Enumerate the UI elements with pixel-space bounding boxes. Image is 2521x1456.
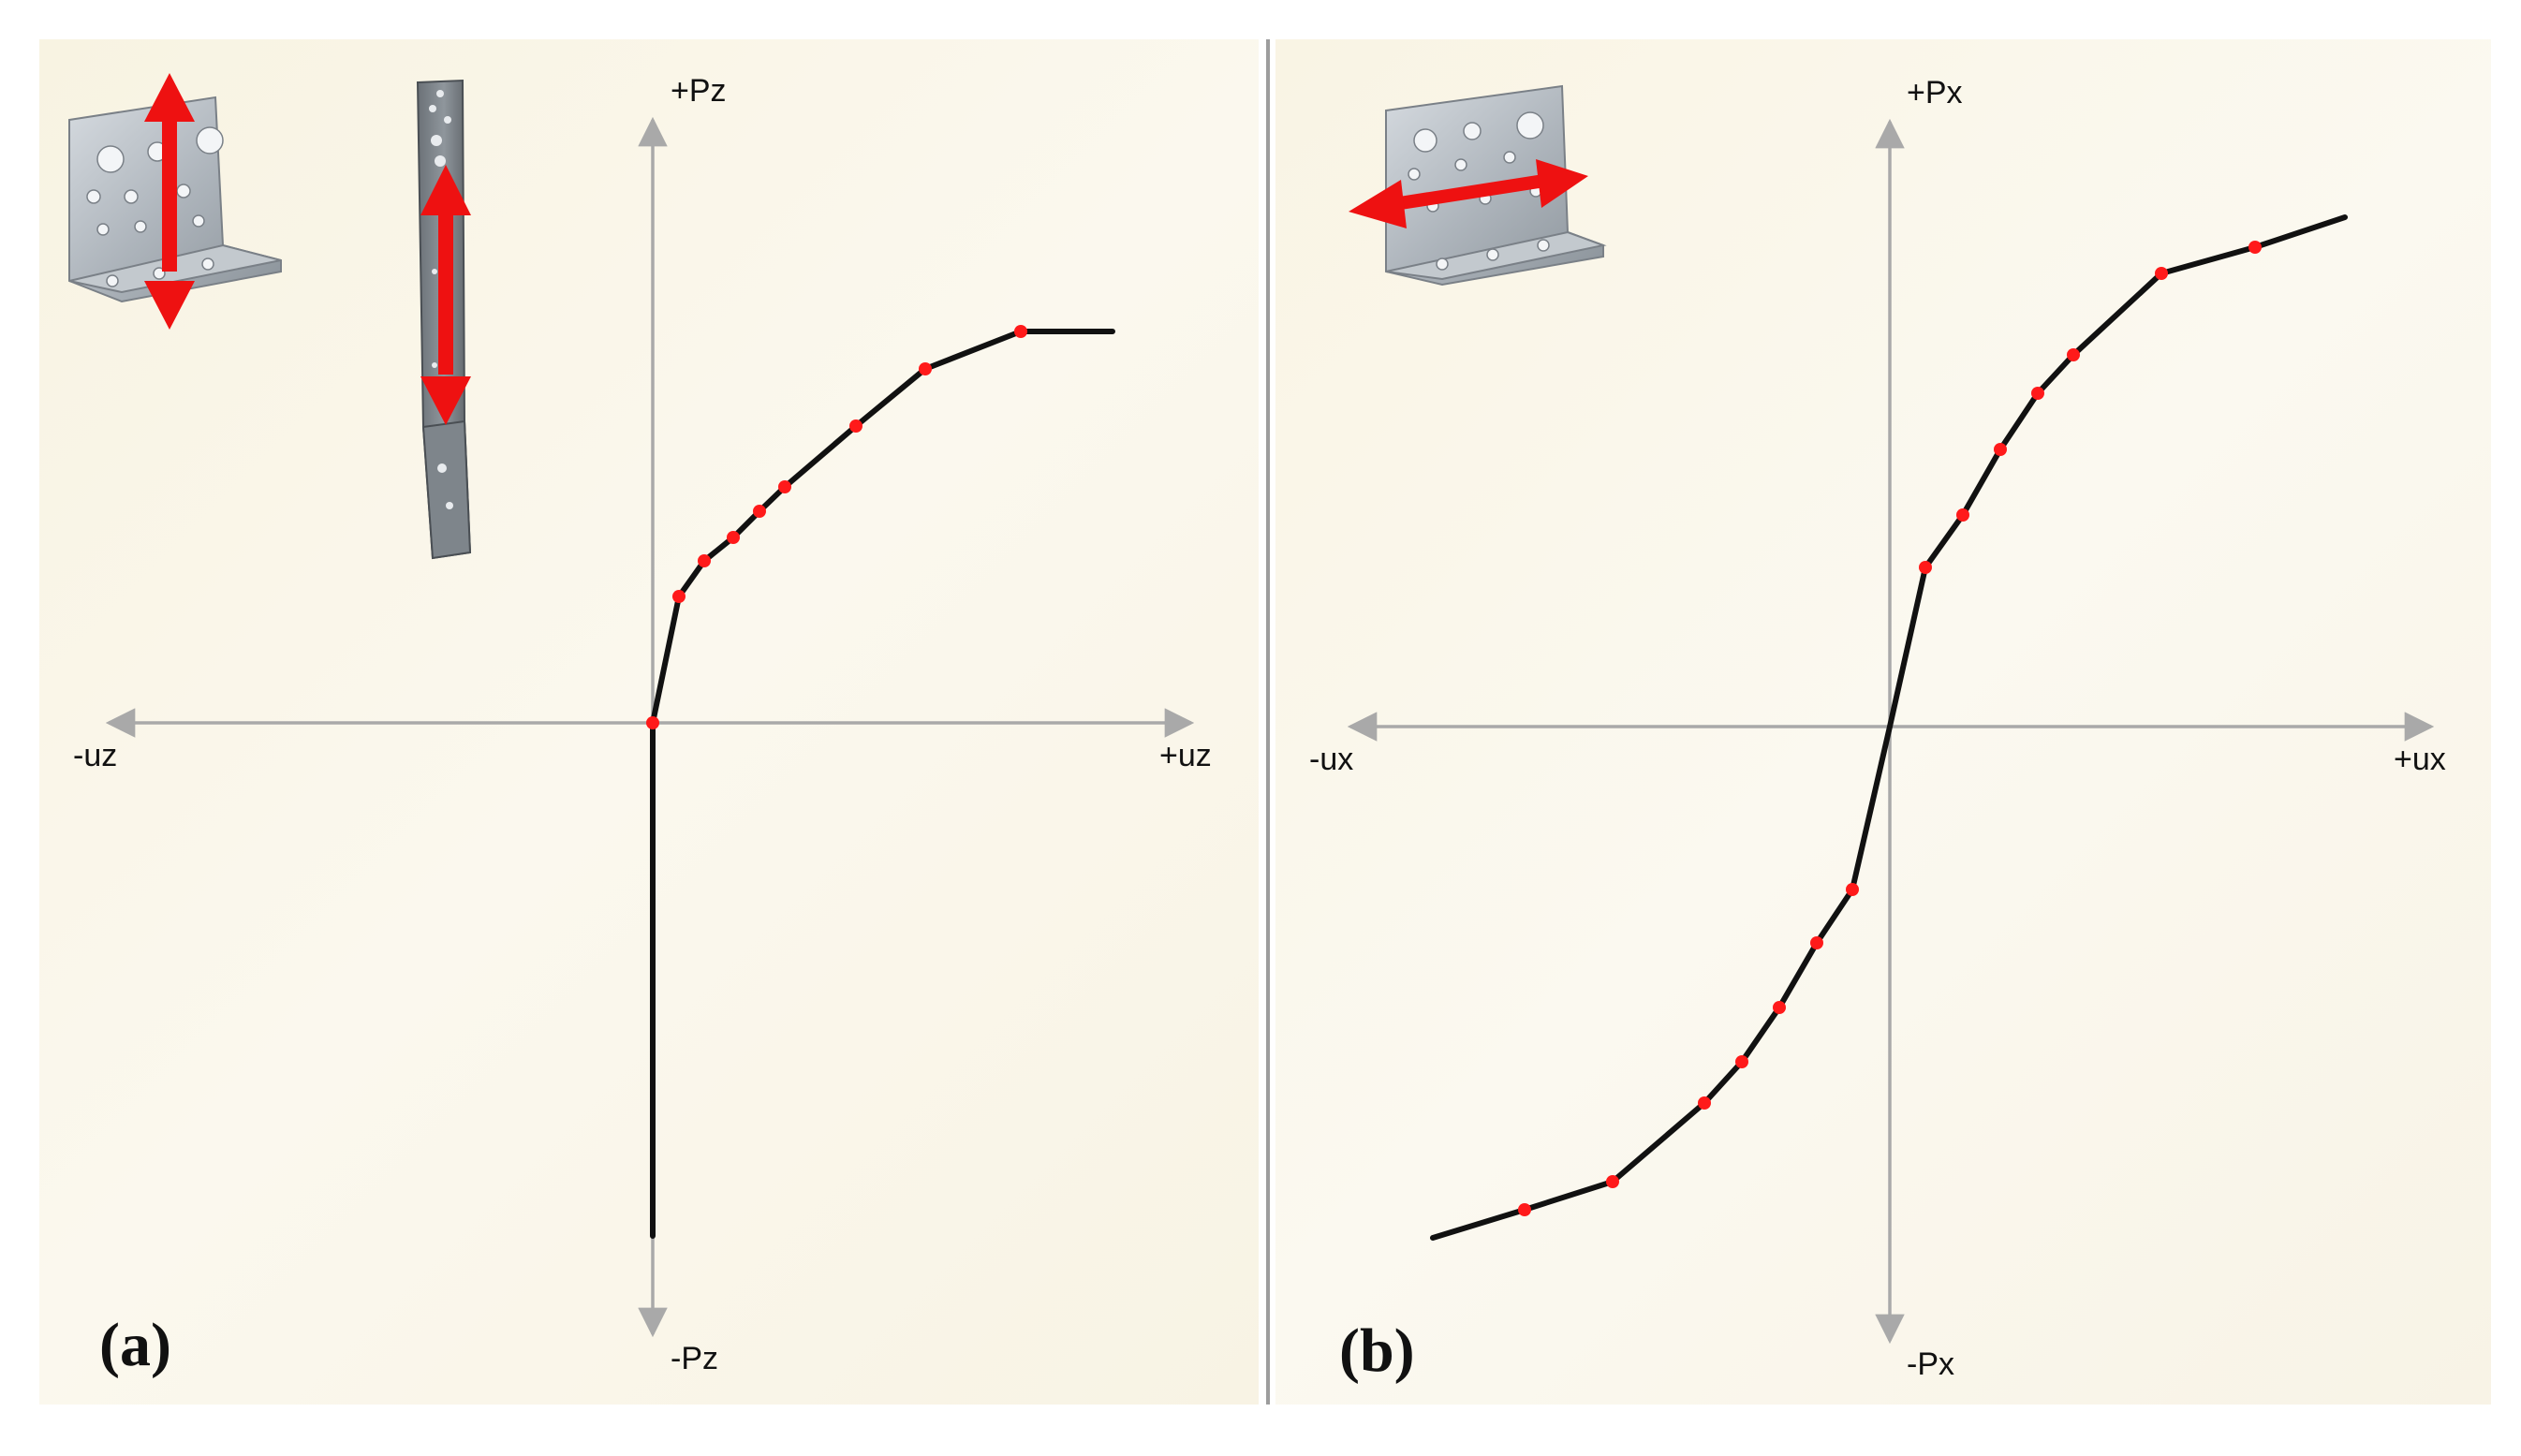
panel-b-marker: [1698, 1096, 1711, 1110]
panel-b-marker: [1773, 1001, 1786, 1014]
panel-b-graph: +Px -Px +ux -ux (b): [1309, 75, 2446, 1385]
panel-divider: [1266, 39, 1270, 1405]
panel-b-marker: [1956, 508, 1969, 522]
panel-a-marker: [727, 531, 740, 544]
panel-b-marker: [1735, 1055, 1748, 1068]
panel-a-marker: [672, 590, 686, 603]
panel-a-marker: [698, 554, 711, 567]
panel-a-marker: [778, 480, 791, 493]
panel-a-markers: [646, 325, 1027, 729]
panel-a-neg-x-label: -uz: [73, 738, 117, 773]
panel-b-marker: [1846, 883, 1859, 896]
vertical-arrow-icon: [144, 73, 195, 330]
panel-a-label: (a): [99, 1311, 171, 1379]
panel-b-label: (b): [1339, 1316, 1415, 1385]
panel-b-neg-y-label: -Px: [1907, 1346, 1954, 1382]
panel-b-marker: [1919, 561, 1932, 574]
panel-a-neg-y-label: -Pz: [671, 1341, 718, 1376]
panel-a-pos-y-label: +Pz: [671, 73, 727, 109]
panel-a-curve: [650, 329, 1115, 1239]
panel-b-marker: [1518, 1203, 1531, 1216]
panel-a-pos-x-label: +uz: [1159, 738, 1212, 773]
panel-b-marker: [1994, 443, 2007, 456]
horizontal-arrow-icon: [1349, 159, 1588, 228]
panel-b-marker: [1606, 1175, 1619, 1188]
panel-b-marker: [2031, 387, 2044, 400]
panel-b-marker: [1810, 936, 1823, 949]
panel-b-marker: [2155, 267, 2168, 280]
panel-b-curve: [1430, 214, 2348, 1241]
panel-b-pos-y-label: +Px: [1907, 75, 1963, 110]
panel-b-marker: [2248, 241, 2262, 254]
vertical-arrow-icon: [420, 165, 471, 425]
panel-a-marker: [753, 505, 766, 518]
panel-b-markers: [1518, 241, 2262, 1216]
panel-b-marker: [2067, 348, 2080, 361]
angle-bracket-icon: [1385, 84, 1607, 287]
panel-b-pos-x-label: +ux: [2394, 742, 2446, 777]
panel-a-marker: [646, 716, 659, 729]
panel-a-graph: +Pz -Pz +uz -uz (a): [73, 73, 1212, 1379]
panel-a-marker: [919, 362, 932, 375]
panel-a-marker: [1014, 325, 1027, 338]
panel-a-marker: [849, 419, 862, 433]
panel-b-neg-x-label: -ux: [1309, 742, 1353, 777]
